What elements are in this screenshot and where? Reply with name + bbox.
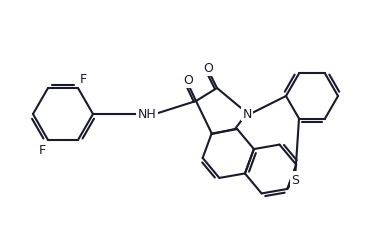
Text: NH: NH [138, 108, 157, 121]
Text: F: F [80, 73, 87, 86]
Text: N: N [242, 107, 252, 120]
Text: F: F [39, 143, 46, 156]
Text: S: S [291, 173, 299, 186]
Text: O: O [203, 62, 213, 75]
Text: O: O [183, 74, 193, 87]
